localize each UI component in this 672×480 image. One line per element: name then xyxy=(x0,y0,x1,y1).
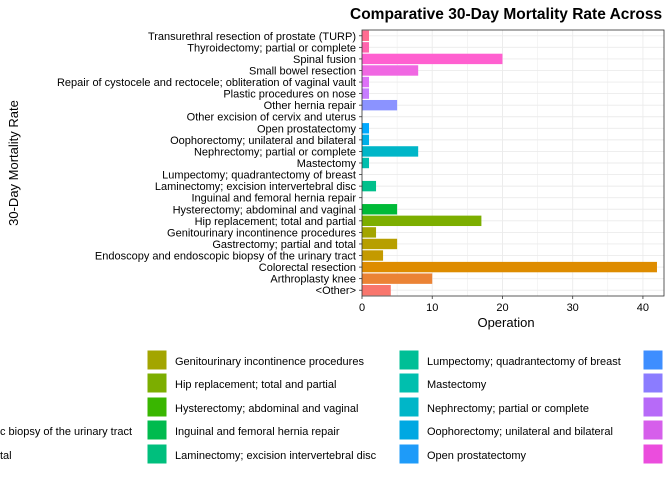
legend-key xyxy=(398,443,420,465)
legend-label: Open prostatectomy xyxy=(427,450,527,462)
y-tick-label: Oophorectomy; unilateral and bilateral xyxy=(170,135,356,147)
y-tick-label: Laminectomy; excision intervertebral dis… xyxy=(155,181,357,193)
x-tick-labels: 0 10 20 30 40 xyxy=(359,296,649,314)
chart-title: Comparative 30-Day Mortality Rate Across xyxy=(350,6,662,23)
x-tick-label: 20 xyxy=(496,302,508,314)
legend-label-clipped: c biopsy of the urinary tract xyxy=(0,426,132,438)
legend-key-clipped xyxy=(642,419,664,441)
bar xyxy=(362,76,370,88)
bar xyxy=(362,123,370,134)
legend-label: Hip replacement; total and partial xyxy=(175,379,336,391)
y-tick-label: Thyroidectomy; partial or complete xyxy=(187,42,356,54)
x-tick-label: 40 xyxy=(637,302,649,314)
y-tick-label: Endoscopy and endoscopic biopsy of the u… xyxy=(95,251,356,263)
bar xyxy=(362,42,370,53)
y-tick-label: Nephrectomy; partial or complete xyxy=(194,146,356,158)
bar xyxy=(362,180,377,192)
x-tick-label: 30 xyxy=(567,302,579,314)
legend-label: Laminectomy; excision intervertebral dis… xyxy=(175,450,377,462)
bar xyxy=(362,273,433,284)
bars xyxy=(362,30,657,296)
bar xyxy=(362,238,398,250)
y-tick-label: Lumpectomy; quadrantectomy of breast xyxy=(162,170,356,182)
y-tick-label: Other excision of cervix and uterus xyxy=(187,112,357,124)
y-tick-label: Hysterectomy; abdominal and vaginal xyxy=(173,204,356,216)
y-tick-label: Mastectomy xyxy=(297,158,357,170)
x-axis-label: Operation xyxy=(477,315,534,330)
y-tick-label: Hip replacement; total and partial xyxy=(195,216,356,228)
bar xyxy=(362,261,657,273)
y-tick-label: Repair of cystocele and rectocele; oblit… xyxy=(57,77,356,89)
legend: Genitourinary incontinence procedures Hip… xyxy=(0,349,664,465)
legend-label: Hysterectomy; abdominal and vaginal xyxy=(175,403,358,415)
legend-label: Lumpectomy; quadrantectomy of breast xyxy=(427,356,621,368)
bar xyxy=(362,227,377,238)
legend-key xyxy=(398,396,420,418)
legend-key xyxy=(146,372,168,394)
bar xyxy=(362,250,384,261)
legend-label-clipped: tal xyxy=(0,450,12,462)
x-tick-label: 0 xyxy=(359,302,365,314)
legend-label: Mastectomy xyxy=(427,379,487,391)
bar xyxy=(362,65,419,76)
y-tick-label: Spinal fusion xyxy=(293,54,356,66)
y-axis-label: 30-Day Mortality Rate xyxy=(6,100,21,226)
legend-key-clipped xyxy=(642,349,664,371)
legend-key xyxy=(398,419,420,441)
legend-key-clipped xyxy=(642,443,664,465)
bar xyxy=(362,285,391,296)
x-tick-label: 10 xyxy=(426,302,438,314)
legend-label: Inguinal and femoral hernia repair xyxy=(175,426,340,438)
legend-key-clipped xyxy=(642,372,664,394)
legend-label: Oophorectomy; unilateral and bilateral xyxy=(427,426,613,438)
bar xyxy=(362,88,370,99)
bar xyxy=(362,215,482,227)
bar xyxy=(362,146,419,157)
legend-key xyxy=(146,396,168,418)
y-tick-label: Open prostatectomy xyxy=(257,123,357,135)
y-tick-label: Plastic procedures on nose xyxy=(223,89,356,101)
legend-key xyxy=(398,349,420,371)
y-tick-label: Arthroplasty knee xyxy=(270,274,356,286)
legend-key xyxy=(146,349,168,371)
y-tick-label: Gastrectomy; partial and total xyxy=(212,239,356,251)
bar xyxy=(362,30,370,41)
legend-key xyxy=(146,443,168,465)
legend-key xyxy=(398,372,420,394)
y-tick-label: Small bowel resection xyxy=(249,65,356,77)
y-tick-label: Other hernia repair xyxy=(264,100,357,112)
y-tick-label: Transurethral resection of prostate (TUR… xyxy=(148,31,356,43)
y-tick-label: Genitourinary incontinence procedures xyxy=(167,227,356,239)
bar xyxy=(362,53,503,65)
legend-key xyxy=(146,419,168,441)
y-tick-label: Colorectal resection xyxy=(259,262,356,274)
legend-label: Genitourinary incontinence procedures xyxy=(175,356,364,368)
y-tick-label: Inguinal and femoral hernia repair xyxy=(192,193,357,205)
legend-key-clipped xyxy=(642,396,664,418)
bar xyxy=(362,99,398,111)
bar xyxy=(362,134,370,146)
bar xyxy=(362,157,370,169)
legend-label: Nephrectomy; partial or complete xyxy=(427,403,589,415)
bar xyxy=(362,204,398,215)
y-tick-label: <Other> xyxy=(316,285,356,297)
